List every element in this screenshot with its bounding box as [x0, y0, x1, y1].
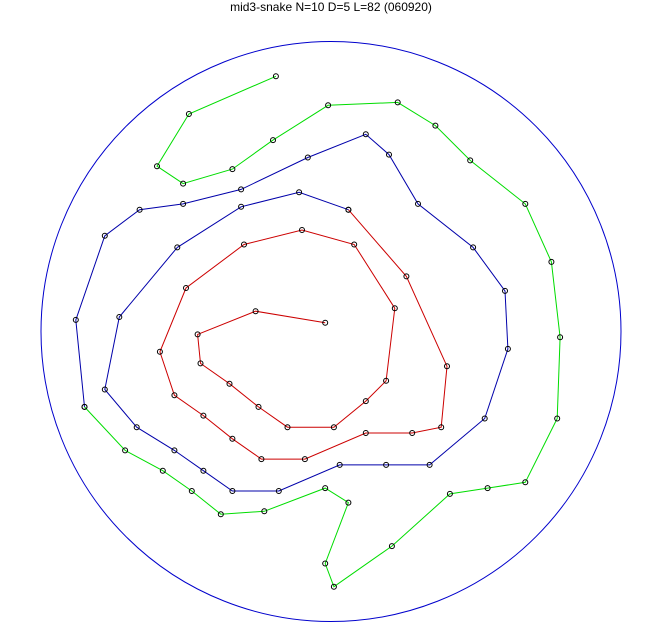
snake-node-0-11: [351, 241, 358, 248]
snake-node-2-6: [322, 485, 329, 492]
snake-node-1-12: [383, 461, 390, 468]
snake-node-2-20: [394, 99, 401, 106]
snake-node-1-19: [386, 151, 392, 158]
snake-node-0-25: [403, 273, 410, 280]
snake-node-2-18: [467, 157, 474, 164]
snake-node-1-18: [415, 200, 421, 207]
snake-node-1-11: [336, 461, 343, 468]
snake-node-1-21: [304, 154, 311, 161]
boundary-circle: [40, 41, 622, 622]
snake-node-0-9: [383, 377, 390, 384]
snake-node-0-5: [255, 403, 262, 410]
snake-segment-line-1: [75, 133, 509, 492]
snake-node-1-23: [180, 200, 187, 207]
snake-node-0-7: [330, 424, 337, 431]
snake-node-2-24: [180, 180, 187, 187]
snake-node-1-22: [238, 186, 245, 193]
snake-node-2-12: [484, 485, 491, 492]
snake-node-0-13: [241, 241, 247, 248]
snake-node-2-16: [548, 258, 555, 265]
snake-node-1-2: [238, 203, 245, 210]
snake-node-1-26: [72, 316, 79, 323]
snake-node-0-12: [299, 227, 305, 233]
snake-node-0-24: [444, 363, 450, 370]
snake-node-2-25: [154, 163, 160, 170]
snake-node-2-13: [522, 479, 529, 486]
snake-node-1-7: [171, 447, 178, 454]
snake-node-2-9: [330, 583, 337, 590]
snake-node-2-7: [345, 499, 352, 506]
snake-node-1-0: [345, 206, 352, 213]
snake-node-2-22: [270, 137, 276, 144]
snake-node-2-5: [261, 508, 268, 515]
snake-node-0-23: [438, 424, 445, 431]
chart-title: mid3-snake N=10 D=5 L=82 (060920): [230, 0, 432, 14]
snake-node-2-11: [446, 490, 453, 497]
snake-node-1-8: [200, 467, 207, 474]
snake-node-2-19: [432, 122, 439, 129]
snake-node-0-15: [156, 348, 163, 355]
snake-node-2-17: [522, 200, 529, 207]
snake-node-2-27: [272, 73, 279, 80]
snake-node-0-20: [301, 456, 308, 463]
snake-node-1-25: [101, 232, 108, 239]
snake-node-2-21: [325, 102, 332, 109]
snake-node-1-10: [275, 488, 282, 494]
snake-node-2-8: [322, 560, 329, 567]
snake-node-1-13: [426, 461, 433, 468]
snake-node-1-20: [362, 131, 369, 138]
snake-node-0-2: [194, 331, 201, 338]
snake-node-2-1: [122, 447, 129, 454]
snake-node-0-3: [197, 360, 204, 367]
snake-node-1-16: [502, 287, 508, 294]
snake-node-1-1: [296, 189, 303, 196]
snake-node-0-21: [362, 430, 369, 436]
snake-node-2-2: [159, 467, 166, 474]
snake-node-0-0: [322, 319, 329, 326]
snake-node-0-6: [284, 424, 291, 431]
snake-node-0-17: [200, 412, 207, 419]
snake-node-1-9: [229, 488, 236, 494]
snake-node-0-4: [226, 380, 233, 387]
snake-node-2-14: [554, 415, 561, 422]
snake-node-0-14: [183, 285, 189, 291]
snake-node-1-6: [133, 424, 140, 431]
snake-node-1-3: [174, 244, 181, 251]
snake-segment-line-2: [84, 75, 561, 588]
snake-node-0-19: [258, 456, 265, 463]
snake-node-1-5: [101, 386, 108, 393]
snake-node-2-15: [557, 334, 564, 341]
snake-node-1-17: [470, 244, 477, 251]
snake-node-0-16: [171, 392, 178, 399]
snake-node-0-8: [362, 398, 369, 405]
snake-node-1-24: [136, 206, 143, 213]
snake-node-0-22: [409, 430, 416, 436]
snake-node-0-10: [391, 305, 398, 312]
snake-node-2-26: [185, 111, 192, 117]
snake-segment-line-0: [159, 209, 448, 460]
snake-node-2-4: [217, 511, 224, 518]
snake-node-2-23: [229, 166, 236, 173]
snake-node-2-0: [81, 403, 88, 410]
snake-node-2-3: [188, 488, 195, 494]
snake-node-1-15: [504, 345, 511, 352]
snake-node-0-1: [252, 308, 259, 315]
snake-node-1-4: [116, 314, 123, 320]
snake-node-2-10: [388, 543, 395, 550]
snake-node-1-14: [481, 415, 488, 422]
snake-node-0-18: [229, 435, 236, 442]
